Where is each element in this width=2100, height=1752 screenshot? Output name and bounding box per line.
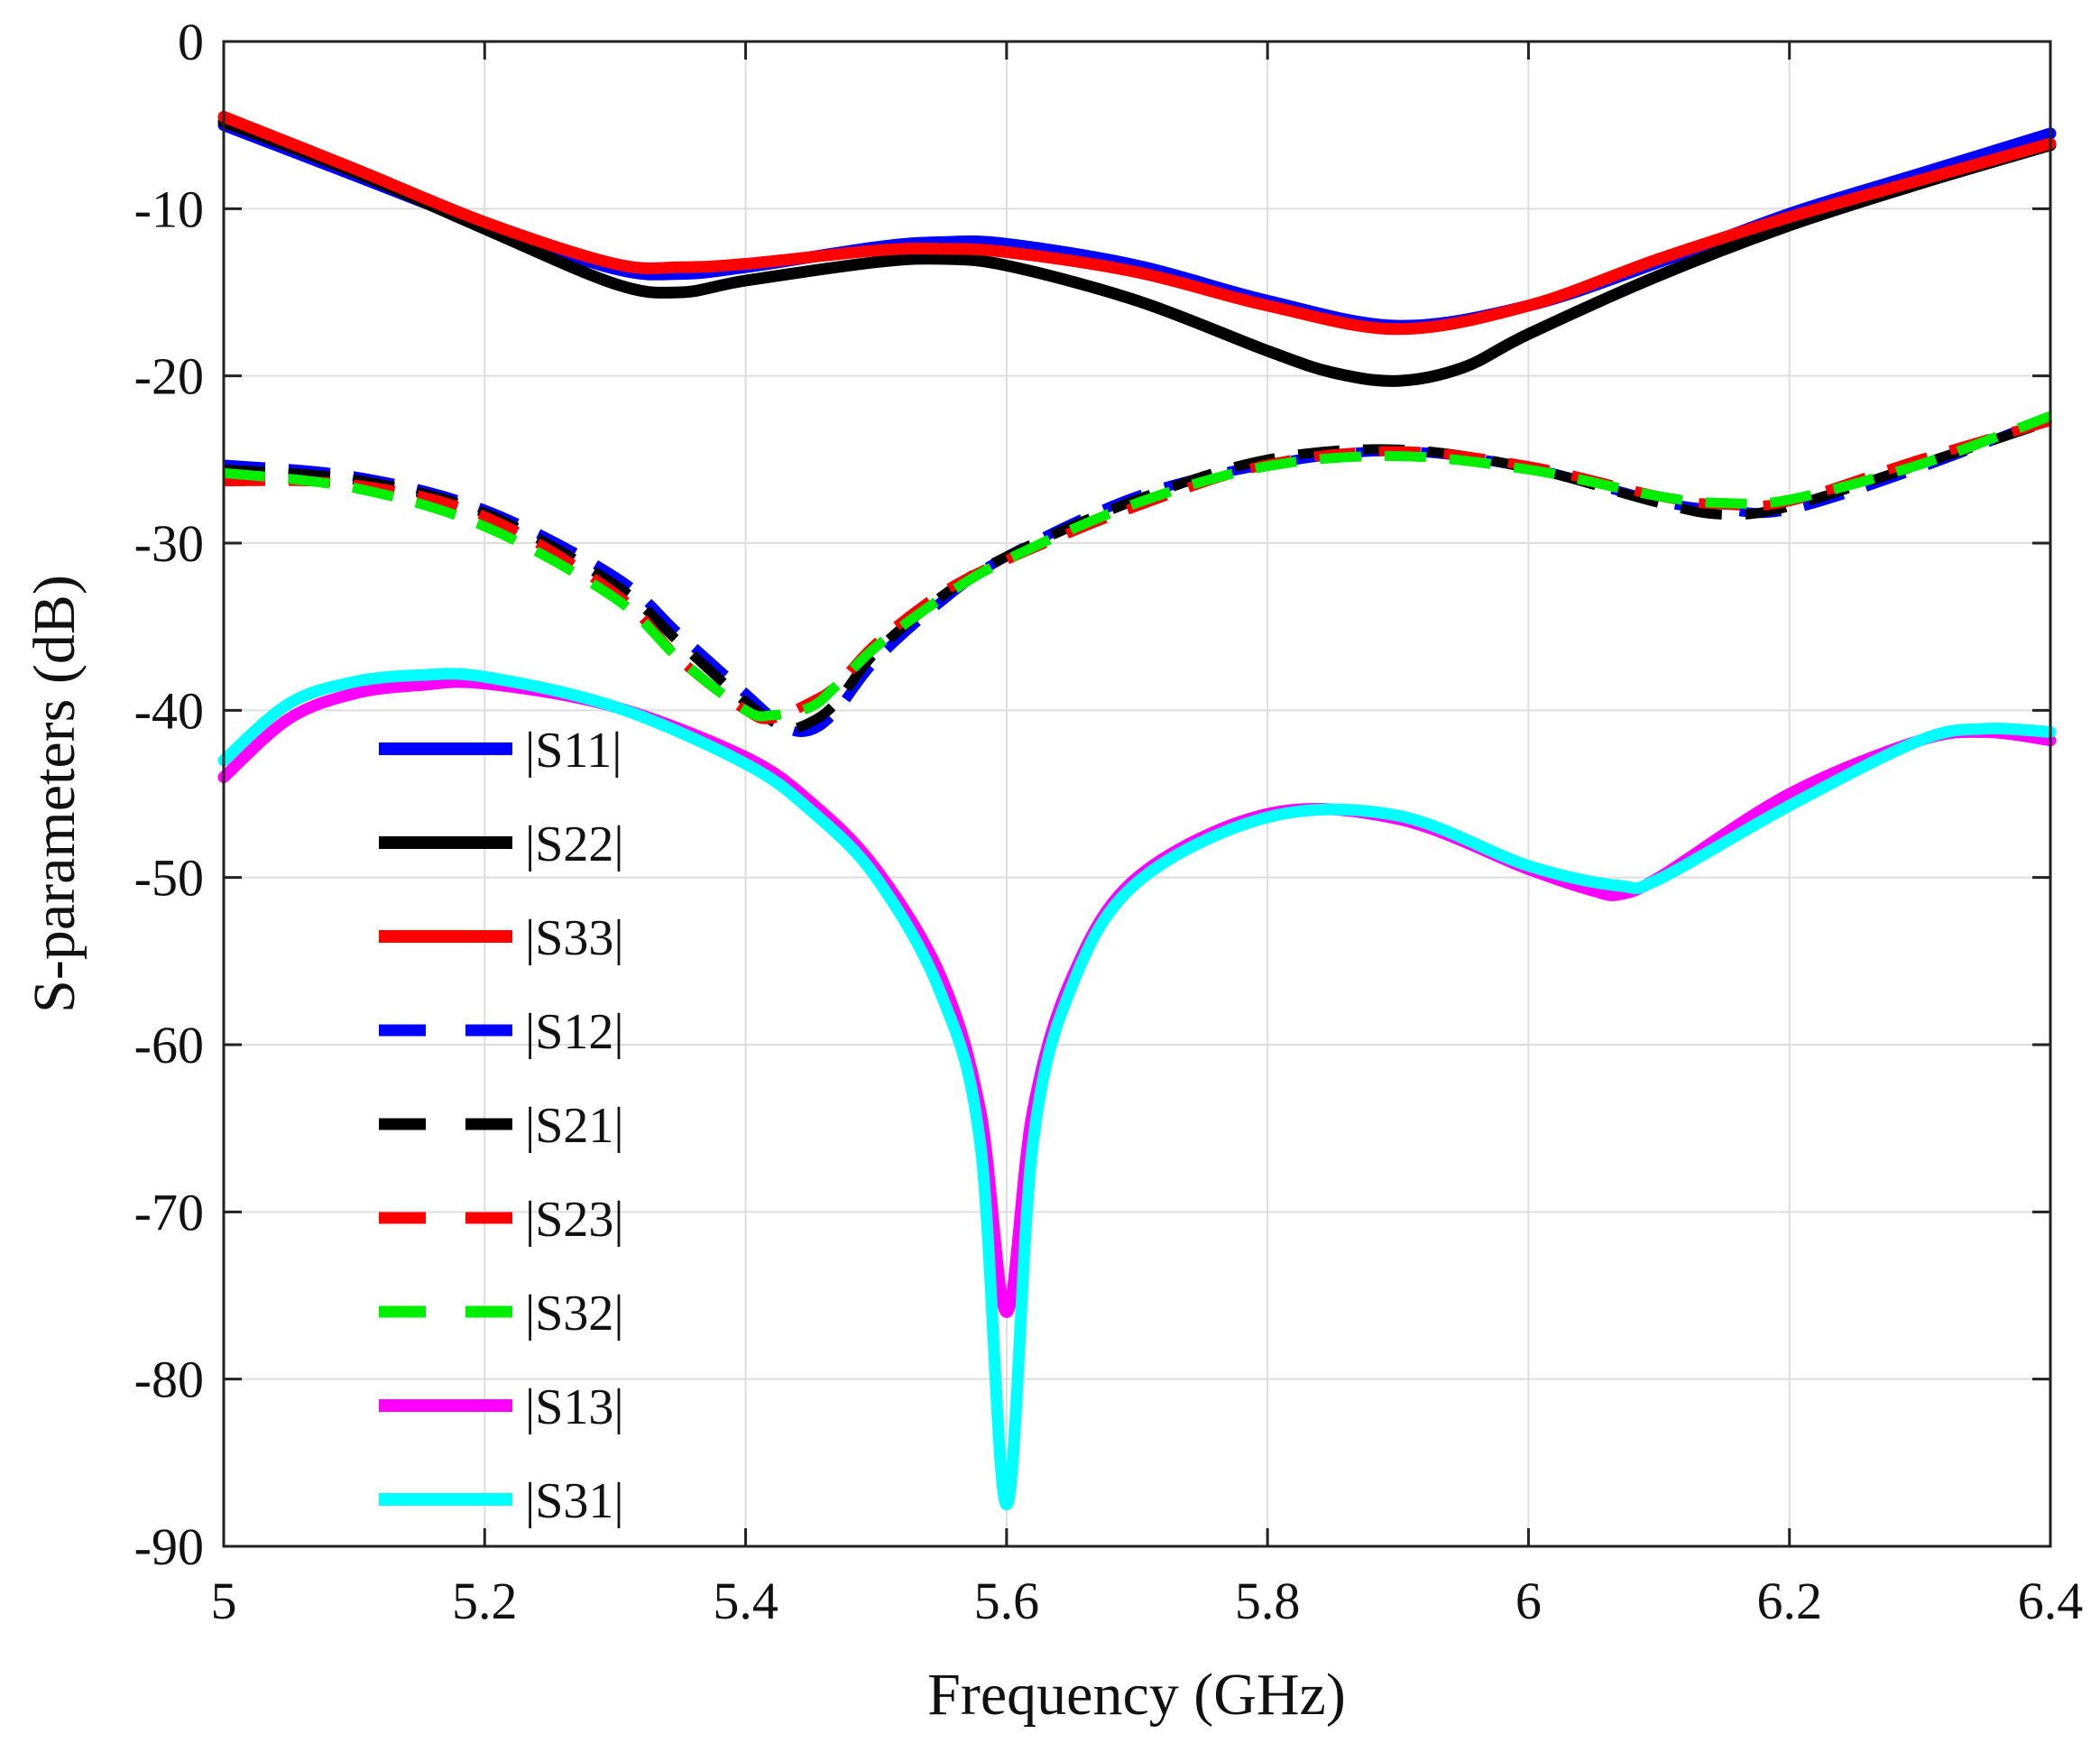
legend-label-s12: |S12| <box>525 1004 624 1060</box>
x-tick-label: 5.4 <box>713 1572 778 1630</box>
y-tick-label: -20 <box>134 347 204 406</box>
legend-label-s21: |S21| <box>525 1098 624 1154</box>
series-line-s33 <box>217 110 2057 336</box>
legend-label-s22: |S22| <box>525 816 624 872</box>
y-axis-label: S-parameters (dB) <box>22 575 88 1013</box>
legend-label-s33: |S33| <box>525 910 624 966</box>
series-layer <box>217 110 2057 1511</box>
y-tick-label: -90 <box>134 1517 204 1576</box>
x-tick-label: 6.2 <box>1756 1572 1822 1630</box>
y-tick-label: -40 <box>134 681 204 740</box>
legend: |S11| |S22| |S33| |S12| |S21| |S23| |S32| |S13|… <box>379 723 624 1529</box>
plot-frame <box>222 40 2052 1548</box>
y-tick-label: -50 <box>134 849 204 908</box>
ticks: 5 5.2 5.4 5.6 5.8 6 6.2 6.4 0 -10 -20 -30 -40 -50 -60 -… <box>134 13 2084 1630</box>
legend-label-s23: |S23| <box>525 1192 624 1248</box>
x-tick-label: 6.4 <box>2018 1572 2084 1630</box>
x-tick-label: 6 <box>1515 1572 1542 1630</box>
x-tick-label: 5.2 <box>452 1572 518 1630</box>
legend-label-s13: |S13| <box>525 1379 624 1435</box>
x-tick-label: 5.6 <box>974 1572 1040 1630</box>
legend-label-s31: |S31| <box>525 1473 624 1529</box>
legend-label-s32: |S32| <box>525 1286 624 1342</box>
series-line-s21 <box>223 416 2052 733</box>
y-tick-label: 0 <box>178 13 204 71</box>
series-line-s31 <box>217 668 2057 1511</box>
x-axis-label: Frequency (GHz) <box>927 1662 1346 1728</box>
plot-background <box>224 41 2050 1546</box>
y-tick-label: -30 <box>134 514 204 573</box>
series-line-s22 <box>217 115 2057 387</box>
series-line-s32 <box>223 410 2052 722</box>
legend-label-s11: |S11| <box>525 723 622 779</box>
x-tick-label: 5.8 <box>1235 1572 1301 1630</box>
y-tick-label: -80 <box>134 1351 204 1409</box>
y-tick-label: -10 <box>134 180 204 238</box>
y-tick-label: -70 <box>134 1183 204 1241</box>
y-tick-label: -60 <box>134 1016 204 1074</box>
x-tick-label: 5 <box>211 1572 237 1630</box>
